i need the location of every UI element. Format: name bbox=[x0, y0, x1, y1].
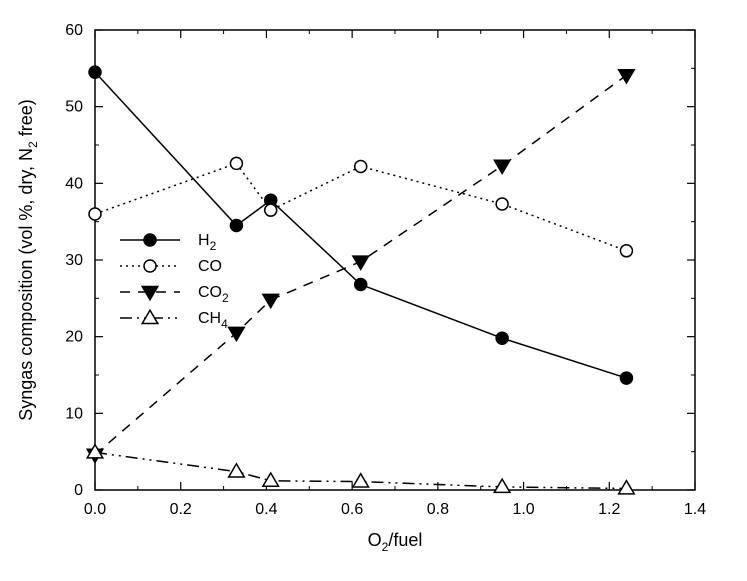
y-tick-label: 0 bbox=[74, 482, 83, 499]
y-tick-label: 30 bbox=[65, 252, 83, 269]
y-tick-label: 10 bbox=[65, 405, 83, 422]
x-tick-label: 0.2 bbox=[170, 501, 192, 518]
syngas-composition-chart: 0.00.20.40.60.81.01.21.40102030405060O2/… bbox=[0, 0, 747, 581]
y-tick-label: 20 bbox=[65, 329, 83, 346]
x-tick-label: 0.0 bbox=[84, 501, 106, 518]
x-tick-label: 1.0 bbox=[512, 501, 534, 518]
x-tick-label: 0.4 bbox=[255, 501, 277, 518]
y-tick-label: 40 bbox=[65, 175, 83, 192]
legend-label-co: CO bbox=[198, 258, 222, 275]
y-tick-label: 50 bbox=[65, 99, 83, 116]
chart-svg: 0.00.20.40.60.81.01.21.40102030405060O2/… bbox=[0, 0, 747, 581]
x-tick-label: 0.6 bbox=[341, 501, 363, 518]
x-tick-label: 1.2 bbox=[598, 501, 620, 518]
y-tick-label: 60 bbox=[65, 22, 83, 39]
x-tick-label: 1.4 bbox=[684, 501, 706, 518]
x-tick-label: 0.8 bbox=[427, 501, 449, 518]
